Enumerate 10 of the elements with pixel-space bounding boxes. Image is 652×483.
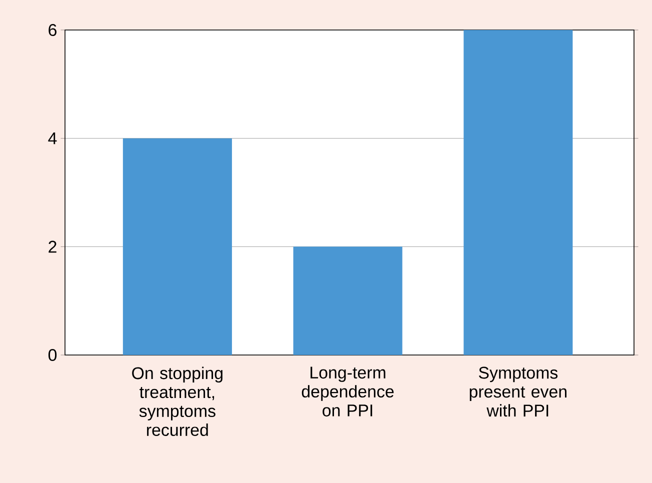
y-tick-label: 0 [48, 349, 57, 361]
x-tick-label: Symptoms present even with PPI [470, 366, 566, 417]
x-tick-label: Long-term dependence on PPI [302, 366, 394, 416]
y-tick-label: 6 [48, 24, 56, 36]
bar [464, 30, 573, 355]
bar [122, 138, 232, 355]
bar [293, 246, 402, 355]
y-tick-label: 4 [48, 132, 57, 144]
y-tick-label: 2 [48, 240, 56, 253]
x-tick-label: On stopping treatment, symptoms recurred [132, 366, 222, 436]
